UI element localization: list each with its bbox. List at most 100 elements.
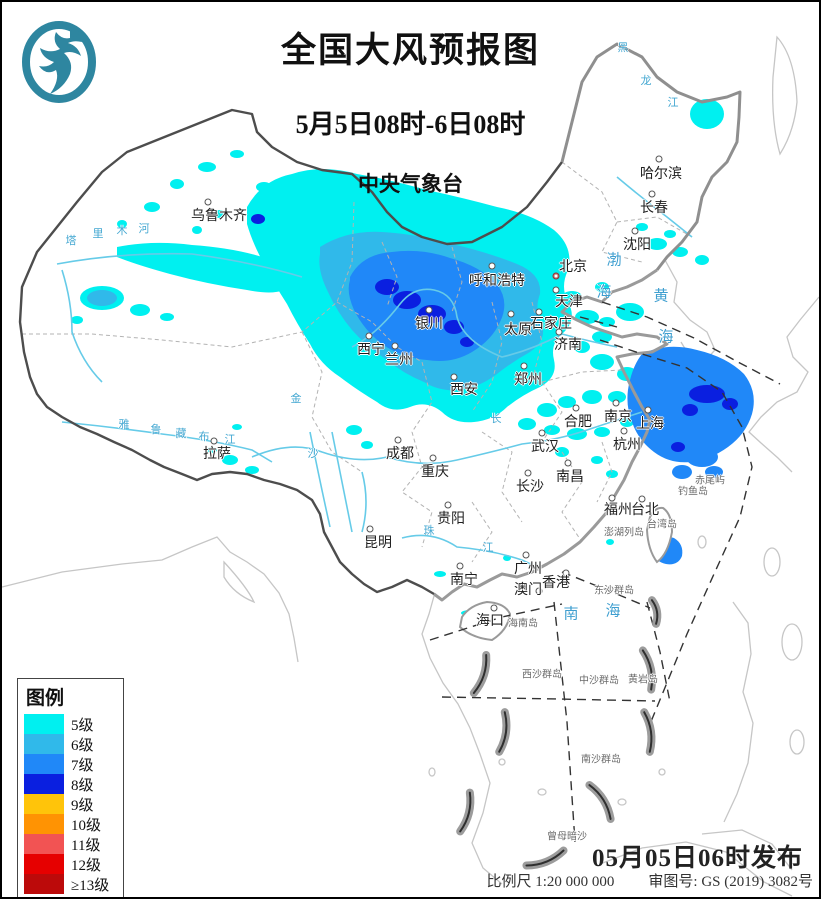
city-label: 重庆 bbox=[421, 465, 449, 480]
river-label-char: 塔 bbox=[65, 235, 77, 247]
place-label: 中沙群岛 bbox=[579, 675, 619, 687]
city-label: 贵阳 bbox=[437, 512, 465, 527]
legend-label: 9级 bbox=[71, 797, 94, 814]
city-label: 银川 bbox=[415, 317, 443, 332]
legend-label: 8级 bbox=[71, 777, 94, 794]
place-label: 黄岩岛 bbox=[628, 674, 658, 686]
city-label: 长春 bbox=[640, 201, 668, 216]
river-label-char: 金 bbox=[290, 393, 302, 405]
place-label: 钓鱼岛 bbox=[678, 486, 708, 498]
legend-row: ≥13级 bbox=[24, 874, 123, 894]
legend-swatch bbox=[24, 794, 64, 814]
river-label-char: 江 bbox=[224, 434, 236, 446]
city-label: 西安 bbox=[450, 383, 478, 398]
city-label: 南昌 bbox=[556, 470, 584, 485]
sea-label-char: 海 bbox=[596, 284, 612, 301]
place-label: 台湾岛 bbox=[647, 519, 677, 531]
maritime-dashed-lines bbox=[429, 301, 781, 843]
city-label: 呼和浩特 bbox=[469, 274, 525, 289]
river-label-char: 鲁 bbox=[150, 424, 162, 436]
city-marker bbox=[620, 427, 628, 435]
city-marker bbox=[648, 190, 656, 198]
city-marker bbox=[535, 587, 543, 595]
legend: 图例 5级 6级 7级 8级 9级 10级 11级 12级 ≥13级 bbox=[17, 678, 124, 897]
legend-title: 图例 bbox=[26, 688, 65, 709]
sea-label-char: 黄 bbox=[653, 288, 669, 305]
river-label-char: 藏 bbox=[175, 428, 187, 440]
city-marker bbox=[444, 501, 452, 509]
city-marker bbox=[535, 308, 543, 316]
city-marker bbox=[365, 332, 373, 340]
city-marker bbox=[538, 429, 546, 437]
city-marker bbox=[612, 399, 620, 407]
legend-label: 7级 bbox=[71, 757, 94, 774]
sea-label-char: 海 bbox=[658, 329, 674, 346]
city-label: 乌鲁木齐 bbox=[191, 209, 247, 224]
city-marker bbox=[562, 569, 570, 577]
city-label: 沈阳 bbox=[623, 238, 651, 253]
legend-label: ≥13级 bbox=[71, 877, 110, 894]
city-marker bbox=[644, 406, 652, 414]
city-marker bbox=[450, 373, 458, 381]
place-label: 东沙群岛 bbox=[594, 585, 634, 597]
city-label: 海口 bbox=[476, 614, 504, 629]
city-marker bbox=[204, 198, 212, 206]
city-label: 广州 bbox=[514, 562, 542, 577]
nine-dash-line bbox=[456, 596, 662, 870]
city-marker bbox=[425, 306, 433, 314]
river-label-char: 江 bbox=[667, 97, 679, 109]
city-marker bbox=[507, 310, 515, 318]
city-marker bbox=[552, 272, 560, 280]
cma-dragon-logo bbox=[22, 21, 96, 103]
place-label: 海南岛 bbox=[508, 618, 538, 630]
city-marker bbox=[555, 328, 563, 336]
city-label: 成都 bbox=[386, 447, 414, 462]
wind-layer-8 bbox=[251, 214, 738, 452]
province-boundaries bbox=[22, 161, 693, 563]
legend-label: 12级 bbox=[71, 857, 102, 874]
china-land-border bbox=[18, 108, 563, 596]
river-label-char: 沙 bbox=[307, 448, 319, 460]
legend-swatch bbox=[24, 714, 64, 734]
place-label: 西沙群岛 bbox=[522, 669, 562, 681]
city-marker bbox=[638, 495, 646, 503]
legend-swatch bbox=[24, 814, 64, 834]
license-number: 审图号: GS (2019) 3082号 bbox=[648, 874, 813, 890]
city-label: 石家庄 bbox=[530, 317, 572, 332]
city-marker bbox=[552, 286, 560, 294]
river-label-char: 江 bbox=[482, 542, 494, 554]
legend-label: 10级 bbox=[71, 817, 102, 834]
legend-swatch bbox=[24, 734, 64, 754]
city-marker bbox=[394, 436, 402, 444]
china-coastline bbox=[433, 268, 669, 602]
legend-swatch bbox=[24, 854, 64, 874]
place-label: 曾母暗沙 bbox=[547, 831, 587, 843]
river-label-char: 里 bbox=[92, 228, 104, 240]
islands bbox=[458, 506, 674, 642]
map-scale-line: 比例尺 1:20 000 000 审图号: GS (2019) 3082号 bbox=[486, 870, 813, 891]
city-marker bbox=[488, 262, 496, 270]
scale-label: 比例尺 1:20 000 000 bbox=[486, 874, 615, 890]
city-marker bbox=[366, 525, 374, 533]
river-label-char: 龙 bbox=[640, 75, 652, 87]
city-marker bbox=[520, 362, 528, 370]
legend-swatch bbox=[24, 874, 64, 894]
city-label: 合肥 bbox=[564, 415, 592, 430]
city-label: 长沙 bbox=[516, 480, 544, 495]
city-label: 北京 bbox=[559, 260, 587, 275]
city-label: 香港 bbox=[542, 576, 570, 591]
city-marker bbox=[608, 494, 616, 502]
river-label-char: 布 bbox=[198, 431, 210, 443]
release-time: 05月05日06时发布 bbox=[591, 845, 803, 872]
city-label: 武汉 bbox=[531, 440, 559, 455]
legend-row: 10级 bbox=[24, 814, 123, 834]
city-marker bbox=[631, 227, 639, 235]
river-label-char: 雅 bbox=[118, 419, 130, 431]
city-label: 拉萨 bbox=[203, 447, 231, 462]
city-marker bbox=[564, 459, 572, 467]
river-label-char: 长 bbox=[490, 413, 502, 425]
city-label: 西宁 bbox=[357, 343, 385, 358]
sea-label-char: 南 bbox=[563, 606, 579, 623]
city-label: 台北 bbox=[631, 503, 659, 518]
